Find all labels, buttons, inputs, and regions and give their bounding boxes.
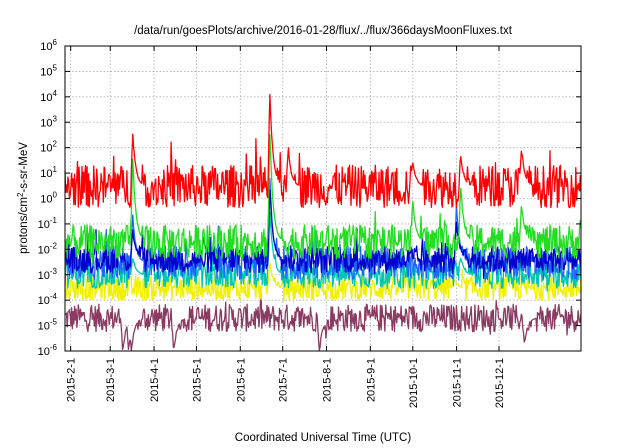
y-tick-label: 10-2 (38, 241, 58, 256)
y-tick-label: 104 (40, 89, 57, 104)
y-tick-label: 105 (40, 63, 57, 78)
x-tick-label: 2015-8-1 (322, 358, 334, 402)
y-tick-label: 102 (40, 140, 57, 155)
y-tick-label: 101 (40, 165, 57, 180)
y-tick-label: 106 (40, 38, 57, 53)
x-tick-label: 2015-5-1 (191, 358, 203, 402)
y-axis-ticks: 10-6 10-5 10-4 10-3 10-2 10-1 100 101 102 103 104 1… (38, 38, 581, 358)
chart-title: /data/run/goesPlots/archive/2016-01-28/f… (134, 25, 513, 37)
series-line (65, 177, 581, 285)
x-tick-label: 2015-7-1 (278, 358, 290, 402)
series-line (65, 93, 581, 209)
x-tick-label: 2015-12-1 (494, 358, 506, 408)
y-tick-label: 10-3 (38, 267, 58, 282)
y-tick-label: 10-1 (38, 216, 58, 231)
x-axis-ticks: 2015-2-1 2015-3-1 2015-4-1 2015-5-1 2015-6-1… (66, 46, 506, 408)
x-tick-label: 2015-11-1 (452, 358, 464, 407)
series-line (65, 133, 581, 267)
y-axis-label: protons/cm2-s-sr-MeV (16, 142, 30, 254)
x-tick-label: 2015-9-1 (365, 358, 377, 402)
data-series (65, 93, 581, 351)
y-tick-label: 10-4 (38, 292, 58, 307)
x-tick-label: 2015-10-1 (408, 358, 420, 408)
y-tick-label: 100 (40, 191, 57, 206)
x-tick-label: 2015-3-1 (105, 358, 117, 402)
y-tick-label: 10-5 (38, 318, 58, 333)
y-tick-label: 103 (40, 114, 57, 129)
x-tick-label: 2015-4-1 (149, 358, 161, 402)
x-tick-label: 2015-6-1 (235, 358, 247, 402)
series-line (65, 287, 581, 351)
x-tick-label: 2015-2-1 (66, 358, 78, 402)
y-tick-label: 10-6 (38, 343, 58, 358)
x-axis-label: Coordinated Universal Time (UTC) (235, 432, 412, 444)
